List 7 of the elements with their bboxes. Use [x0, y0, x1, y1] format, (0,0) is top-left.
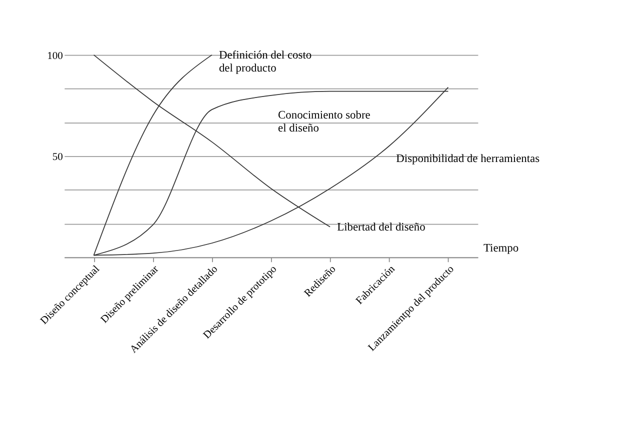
series-label: Libertad del diseño: [337, 221, 426, 234]
series-label: Conocimiento sobre el diseño: [278, 109, 370, 134]
y-tick-label: 100: [47, 50, 63, 62]
series-label: Disponibilidad de herramientas: [396, 152, 540, 165]
series-label: Definición del costo del producto: [218, 49, 312, 75]
y-tick-label: 50: [52, 152, 63, 164]
x-axis-title: Tiempo: [483, 242, 519, 255]
